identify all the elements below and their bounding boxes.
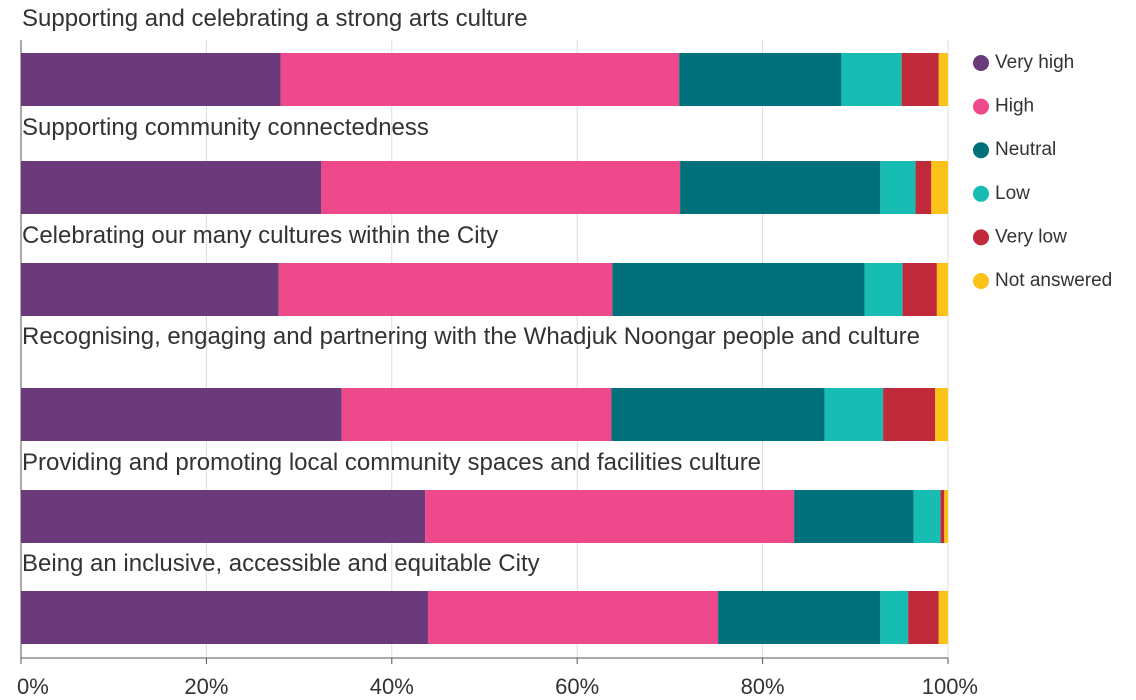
legend-label: Not answered: [995, 270, 1112, 291]
bar-segment: [21, 490, 426, 543]
bar-segment: [901, 53, 939, 106]
legend-marker: [973, 229, 989, 246]
category-label: Supporting community connectedness: [22, 114, 429, 141]
bar-segment: [21, 161, 322, 214]
bar-segment: [611, 388, 825, 441]
bar-segment: [280, 53, 680, 106]
bar-segment: [880, 591, 909, 644]
bar-segment: [841, 53, 902, 106]
x-tick-label: 0%: [17, 674, 49, 699]
bar-segment: [680, 161, 881, 214]
bar-segment: [944, 490, 948, 543]
bar-segment: [718, 591, 881, 644]
bar-segment: [938, 591, 948, 644]
category-label: Supporting and celebrating a strong arts…: [22, 5, 528, 32]
bar-segment: [425, 490, 795, 543]
bar-segment: [908, 591, 939, 644]
bar-segment: [612, 263, 865, 316]
bar-segment: [21, 591, 428, 644]
bar-segment: [21, 53, 281, 106]
category-label: Recognising, engaging and partnering wit…: [22, 323, 920, 350]
bar-segment: [341, 388, 612, 441]
x-tick-label: 60%: [555, 674, 599, 699]
category-label: Celebrating our many cultures within the…: [22, 222, 499, 249]
bar-segment: [940, 490, 945, 543]
bar-segment: [864, 263, 903, 316]
bar-segment: [824, 388, 884, 441]
bar-segment: [883, 388, 936, 441]
legend-marker: [973, 185, 989, 202]
legend-label: Low: [995, 183, 1030, 204]
legend-marker: [973, 98, 989, 115]
bar-segment: [936, 263, 948, 316]
bar-segment: [21, 263, 279, 316]
x-tick-label: 40%: [370, 674, 414, 699]
legend-marker: [973, 55, 989, 71]
x-tick-label: 20%: [184, 674, 228, 699]
x-tick-label: 80%: [741, 674, 785, 699]
legend-label: Very high: [995, 52, 1074, 73]
legend-label: High: [995, 96, 1034, 117]
legend-marker: [973, 142, 989, 159]
category-label: Providing and promoting local community …: [22, 449, 762, 476]
bar-segment: [913, 490, 941, 543]
bar-segment: [938, 53, 948, 106]
bar-segment: [915, 161, 932, 214]
bar-segment: [902, 263, 937, 316]
bar-segment: [931, 161, 948, 214]
bar-segment: [427, 591, 719, 644]
bar-segment: [21, 388, 342, 441]
bar-segment: [321, 161, 681, 214]
bar-segment: [880, 161, 916, 214]
bar-segment: [278, 263, 613, 316]
legend-marker: [973, 273, 989, 289]
legend-label: Very low: [995, 226, 1067, 247]
category-label: Being an inclusive, accessible and equit…: [22, 550, 540, 577]
bar-segment: [794, 490, 914, 543]
legend-label: Neutral: [995, 139, 1056, 160]
x-tick-label: 100%: [922, 674, 978, 699]
bar-segment: [935, 388, 948, 441]
bar-segment: [679, 53, 842, 106]
